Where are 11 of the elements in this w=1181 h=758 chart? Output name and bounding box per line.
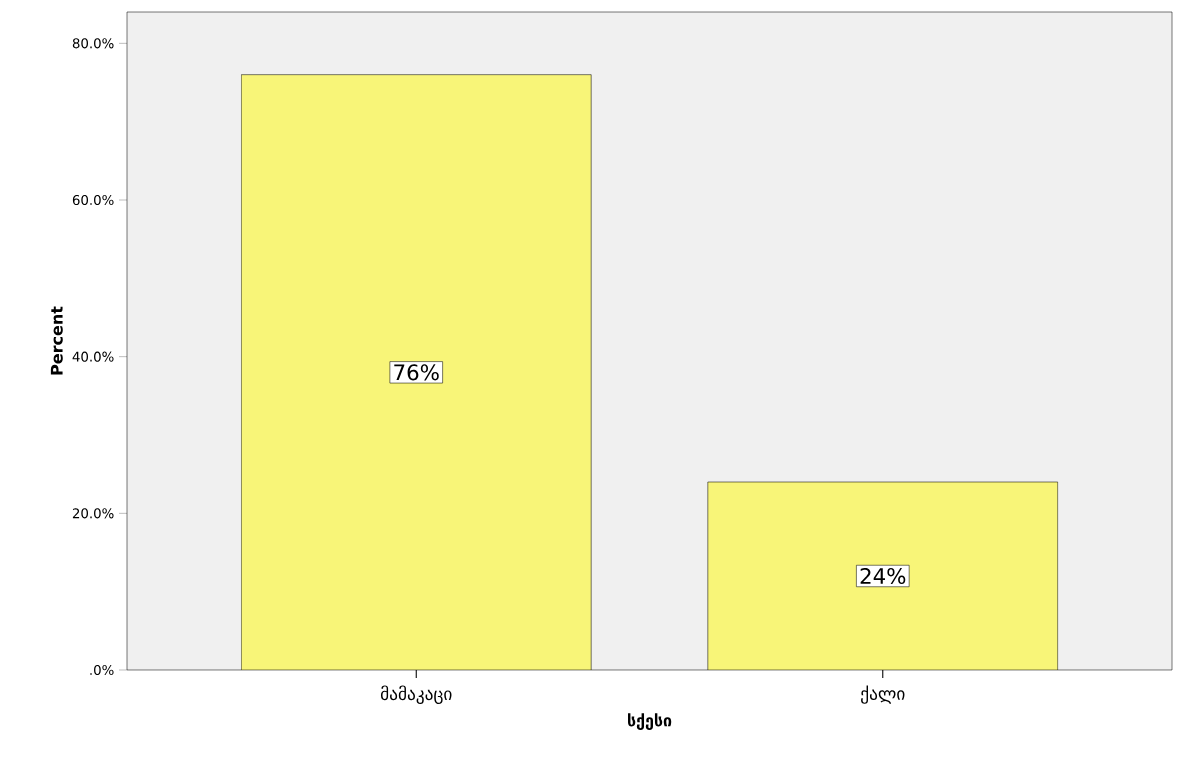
x-tick-label: ქალი	[861, 685, 905, 704]
data-label: 76%	[394, 364, 439, 381]
y-tick-label: 20.0%	[72, 508, 114, 519]
y-tick-label: .0%	[90, 664, 114, 676]
y-axis-title: Percent	[50, 306, 63, 375]
y-tick-label: 40.0%	[72, 351, 114, 362]
x-tick-label: მამაკაცი	[380, 685, 452, 704]
x-axis-title: სქესი	[628, 713, 672, 730]
y-tick-label: 80.0%	[72, 38, 114, 49]
y-tick-label: 60.0%	[72, 194, 114, 206]
data-label: 24%	[860, 567, 906, 585]
